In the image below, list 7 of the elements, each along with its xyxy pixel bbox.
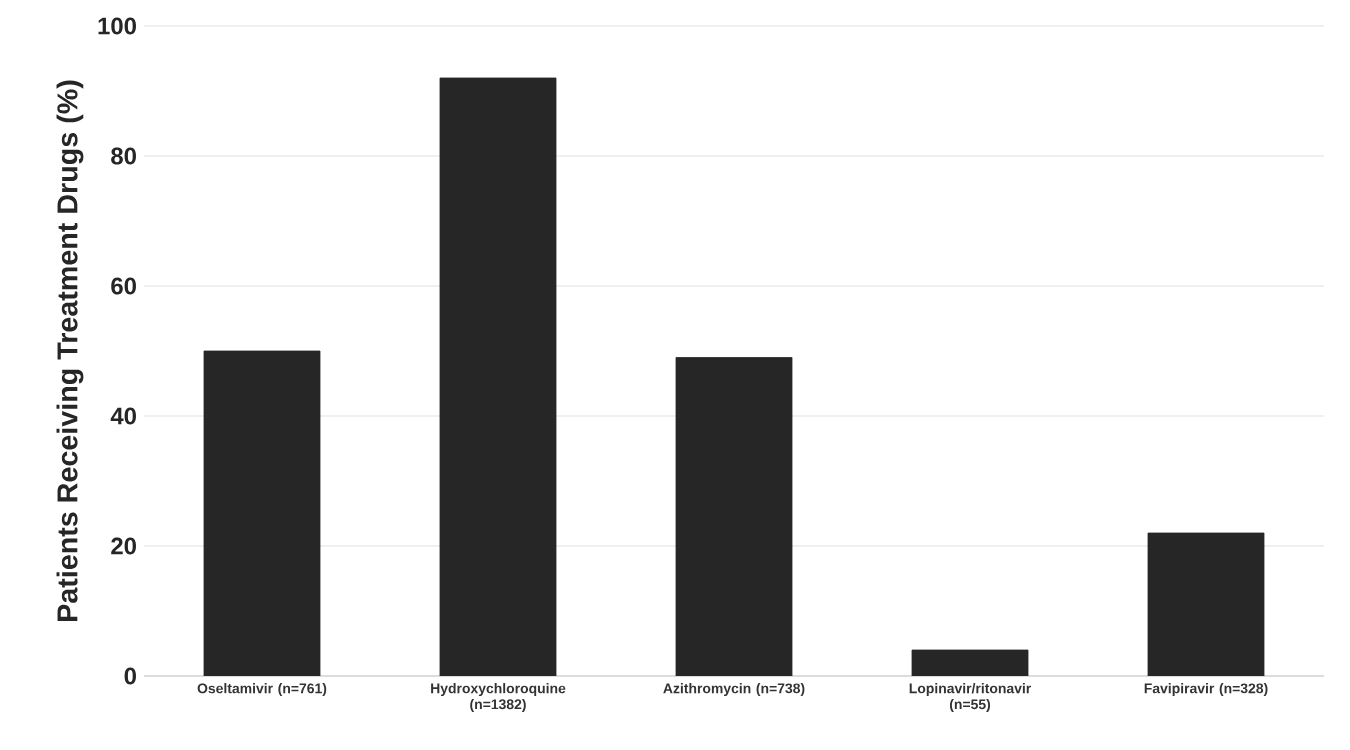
y-tick-label: 60 [111, 277, 136, 295]
y-tick-label: 20 [111, 537, 136, 555]
y-tick-label: 0 [124, 667, 136, 685]
y-tick-label: 100 [98, 17, 136, 35]
y-axis-title: Patients Receiving Treatment Drugs (%) [56, 80, 84, 621]
y-tick-label: 80 [111, 147, 136, 165]
y-tick-label: 40 [110, 407, 136, 425]
